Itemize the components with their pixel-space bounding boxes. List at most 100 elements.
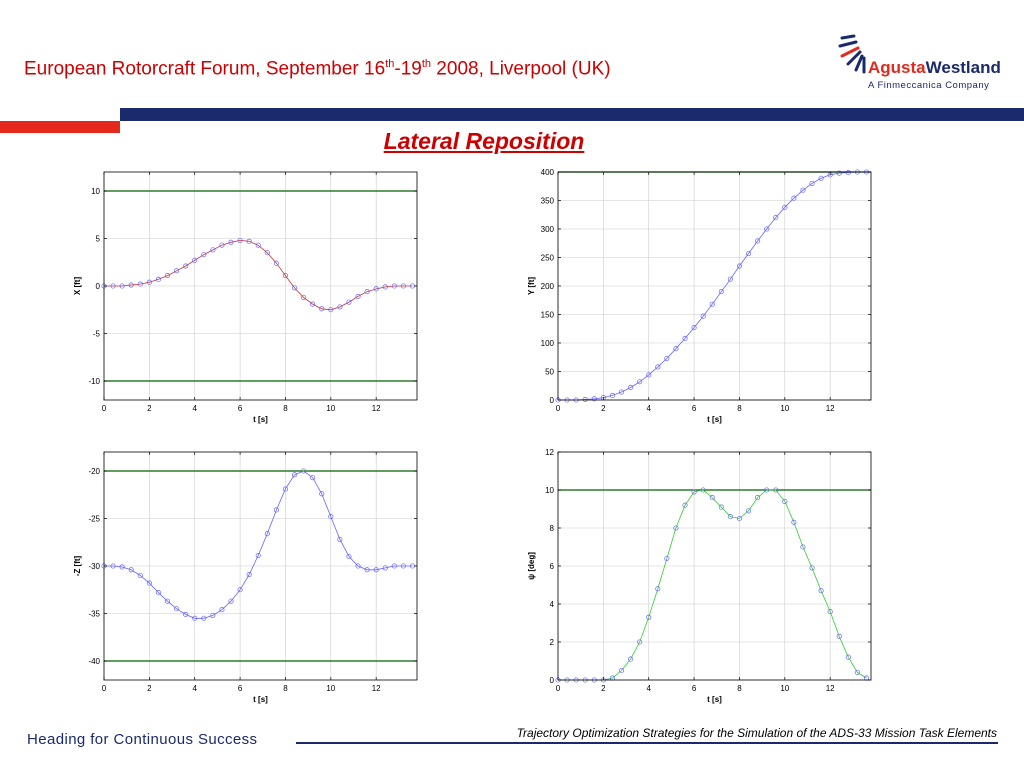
chart-y-position: 0 2 4 6 8 10 12 0 50 100 150 200 250 300 350 400 t [s] Y … [514, 168, 884, 430]
data-point [709, 495, 715, 501]
y-axis-title: -Z [ft] [73, 555, 82, 576]
data-point [755, 238, 761, 244]
x-tick-label: 6 [692, 684, 697, 693]
x-tick-label: 10 [326, 404, 335, 413]
x-tick-label: 2 [601, 404, 606, 413]
conference-title-start: European Rotorcraft Forum, September 16 [24, 58, 386, 80]
data-point [119, 283, 125, 289]
data-point [155, 276, 161, 282]
data-point [637, 379, 643, 385]
series-line [104, 239, 413, 311]
data-point [836, 170, 842, 176]
logo-wordmark: AgustaWestland [868, 58, 1001, 78]
data-point [646, 614, 652, 620]
data-point [301, 294, 307, 300]
data-point [691, 489, 697, 495]
logo-word-westland: Westland [925, 58, 1001, 77]
chart-x-svg: 0 2 4 6 8 10 12 -10 -5 0 5 10 t [s] X [ft] [73, 171, 418, 424]
data-point [192, 257, 198, 263]
data-point [718, 504, 724, 510]
data-point [119, 564, 125, 570]
x-tick-label: 12 [826, 684, 835, 693]
y-tick-label: 150 [541, 311, 555, 320]
data-point [246, 238, 252, 244]
data-point [346, 553, 352, 560]
data-point [745, 508, 752, 514]
data-point [110, 563, 116, 569]
x-tick-label: 2 [147, 404, 152, 413]
x-tick-label: 0 [102, 404, 107, 413]
data-point [755, 495, 761, 501]
data-point [736, 515, 742, 522]
data-point [382, 284, 388, 290]
data-point [800, 544, 806, 550]
x-tick-label: 8 [737, 404, 742, 413]
data-point [328, 307, 334, 313]
x-tick-label: 4 [192, 404, 197, 413]
x-axis-title: t [s] [707, 695, 722, 704]
data-point [319, 306, 325, 312]
data-point [237, 237, 243, 243]
data-point [773, 487, 779, 493]
y-tick-label: -10 [88, 377, 100, 386]
data-point [727, 276, 733, 282]
data-point [809, 565, 815, 571]
data-point [818, 588, 824, 594]
data-point [137, 281, 143, 287]
data-point [700, 487, 706, 493]
data-point [355, 563, 361, 569]
y-tick-label: 2 [550, 638, 555, 647]
data-point [836, 633, 842, 639]
data-point [291, 472, 298, 478]
data-point [282, 486, 288, 492]
data-point [346, 299, 352, 305]
data-point [845, 170, 851, 176]
data-point [164, 273, 171, 279]
data-point [791, 195, 797, 201]
y-tick-label: -30 [88, 562, 100, 571]
data-point [691, 325, 697, 331]
data-point [174, 268, 180, 274]
logo-subtitle: A Finmeccanica Company [868, 80, 990, 91]
header-navy-bar [120, 108, 1024, 121]
y-tick-label: -35 [88, 610, 100, 619]
data-point [782, 498, 788, 504]
x-axis-title: t [s] [253, 415, 268, 424]
data-point [700, 313, 706, 319]
data-point [164, 598, 171, 604]
data-point [319, 491, 325, 497]
x-tick-label: 10 [326, 684, 335, 693]
data-point [682, 502, 688, 508]
data-point [391, 563, 397, 569]
data-point [682, 335, 688, 341]
x-tick-label: 0 [556, 404, 561, 413]
y-tick-label: 350 [541, 197, 555, 206]
y-tick-label: -20 [88, 467, 100, 476]
data-point [183, 263, 189, 269]
y-tick-label: 12 [545, 448, 554, 457]
data-point [310, 475, 316, 481]
x-tick-label: 12 [826, 404, 835, 413]
x-tick-label: 2 [601, 684, 606, 693]
data-point [282, 273, 288, 279]
superscript-th-2: th [421, 58, 432, 70]
data-point [291, 285, 298, 291]
y-tick-label: 50 [545, 368, 554, 377]
data-point [845, 654, 851, 660]
data-point [818, 175, 824, 181]
data-point [391, 283, 397, 289]
data-point [355, 293, 361, 300]
y-tick-label: 10 [545, 486, 554, 495]
data-point [246, 572, 252, 578]
slide-title: Lateral Reposition [383, 128, 585, 154]
footer-divider [296, 742, 998, 744]
data-point [400, 563, 406, 569]
data-point [664, 355, 670, 361]
data-point [809, 180, 815, 186]
chart-heading: 0 2 4 6 8 10 12 0 2 4 6 8 10 12 t [s] ψ [deg] [514, 448, 884, 710]
x-tick-label: 6 [238, 684, 243, 693]
data-point [364, 567, 370, 573]
data-point [736, 263, 742, 269]
chart-y-svg: 0 2 4 6 8 10 12 0 50 100 150 200 250 300 350 400 t [s] Y … [527, 168, 872, 424]
y-tick-label: 250 [541, 254, 555, 263]
